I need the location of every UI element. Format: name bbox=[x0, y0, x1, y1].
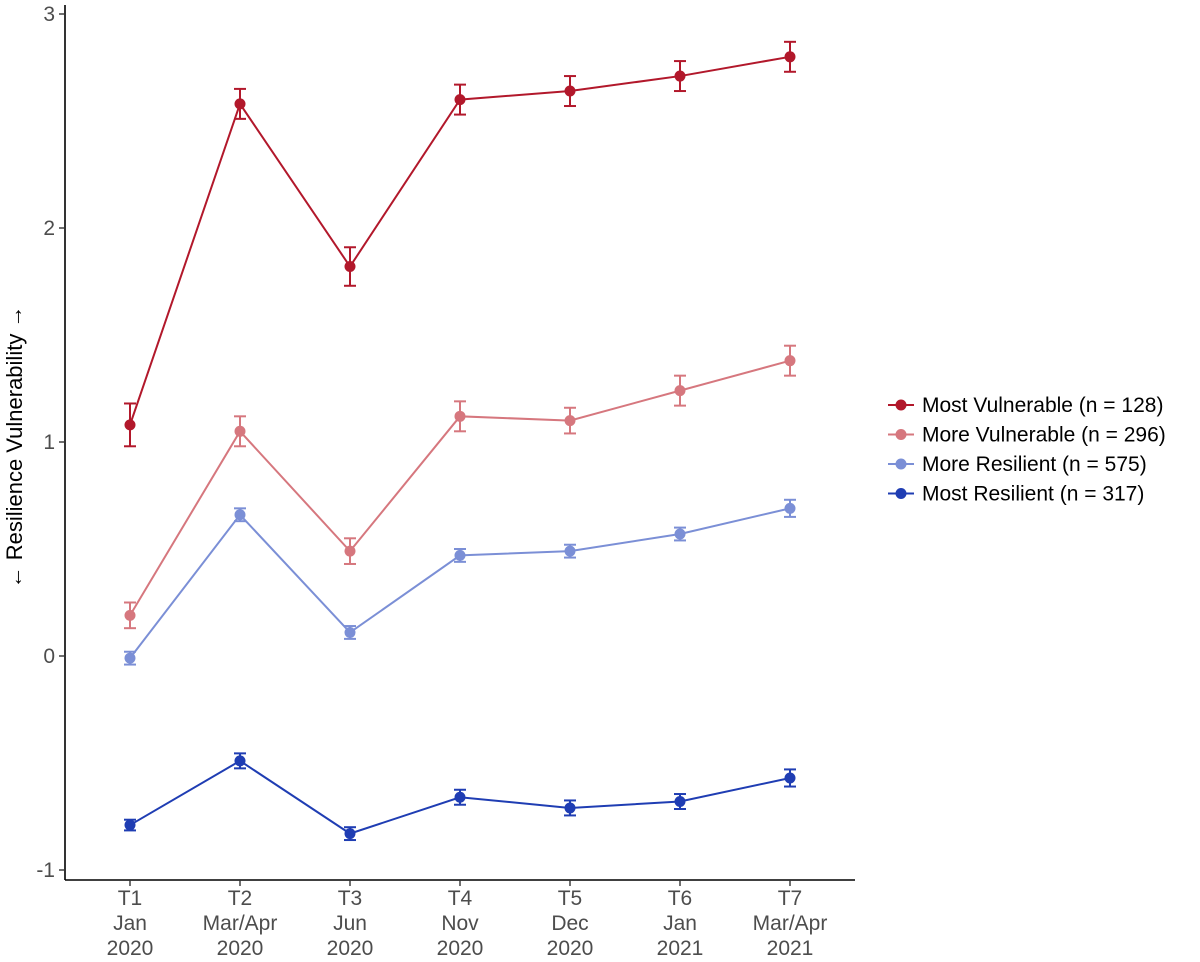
data-point bbox=[784, 51, 796, 63]
y-tick-label: 1 bbox=[43, 431, 55, 454]
x-tick-label-line: Nov bbox=[441, 912, 479, 935]
x-tick-label-line: 2020 bbox=[327, 937, 374, 960]
data-point bbox=[124, 419, 136, 431]
data-point bbox=[344, 545, 356, 557]
x-tick-label-line: Mar/Apr bbox=[203, 912, 278, 935]
series-group bbox=[124, 40, 796, 448]
data-point bbox=[454, 549, 466, 561]
x-tick-label-line: Dec bbox=[551, 912, 588, 935]
data-point bbox=[564, 415, 576, 427]
x-tick-label-line: 2020 bbox=[217, 937, 264, 960]
data-point bbox=[344, 626, 356, 638]
data-point bbox=[124, 819, 136, 831]
x-tick-label: T6 Jan 2021 bbox=[657, 887, 704, 960]
data-point bbox=[784, 502, 796, 514]
data-point bbox=[234, 425, 246, 437]
data-point bbox=[344, 828, 356, 840]
y-tick-label: 0 bbox=[43, 645, 55, 668]
x-tick-label: T7 Mar/Apr 2021 bbox=[753, 887, 828, 960]
data-point bbox=[564, 85, 576, 97]
x-tick-label-line: 2021 bbox=[657, 937, 704, 960]
series-group bbox=[124, 344, 796, 630]
x-tick-label-line: T4 bbox=[448, 887, 473, 910]
x-tick-label-line: T7 bbox=[778, 887, 803, 910]
x-tick-label: T5 Dec 2020 bbox=[547, 887, 594, 960]
data-point bbox=[784, 355, 796, 367]
legend-label: Most Vulnerable (n = 128) bbox=[922, 394, 1163, 417]
x-tick-label-line: 2020 bbox=[107, 937, 154, 960]
data-point bbox=[234, 755, 246, 767]
legend-item: Most Vulnerable (n = 128) bbox=[888, 394, 1163, 417]
x-tick-label-line: Jan bbox=[113, 912, 147, 935]
x-tick-label: T4 Nov 2020 bbox=[437, 887, 484, 960]
y-axis: -1 0 1 2 3 bbox=[36, 3, 66, 882]
legend-label: Most Resilient (n = 317) bbox=[922, 483, 1144, 506]
x-tick-label-line: T6 bbox=[668, 887, 693, 910]
legend-key-marker bbox=[895, 458, 907, 470]
x-tick-label-line: Jun bbox=[333, 912, 367, 935]
x-tick-label: T3 Jun 2020 bbox=[327, 887, 374, 960]
legend-item: Most Resilient (n = 317) bbox=[888, 483, 1144, 506]
x-tick-label-line: Mar/Apr bbox=[753, 912, 828, 935]
y-tick-label: 3 bbox=[43, 3, 55, 26]
legend-label: More Vulnerable (n = 296) bbox=[922, 424, 1166, 447]
data-point bbox=[454, 410, 466, 422]
data-point bbox=[564, 802, 576, 814]
x-tick-label-line: T5 bbox=[558, 887, 583, 910]
series-line bbox=[129, 359, 791, 616]
legend-key-marker bbox=[895, 429, 907, 440]
x-tick-label-line: T3 bbox=[338, 887, 363, 910]
data-point bbox=[674, 528, 686, 540]
x-tick-label-line: T1 bbox=[118, 887, 143, 910]
legend-item: More Resilient (n = 575) bbox=[888, 453, 1147, 476]
x-tick-label: T1 Jan 2020 bbox=[107, 887, 154, 960]
legend: Most Vulnerable (n = 128) More Vulnerable… bbox=[888, 394, 1166, 506]
series-group bbox=[124, 498, 796, 666]
data-point bbox=[124, 609, 136, 621]
data-point bbox=[454, 94, 466, 106]
data-point bbox=[234, 98, 246, 110]
x-tick-label-line: T2 bbox=[228, 887, 253, 910]
x-tick-label-line: 2021 bbox=[767, 937, 814, 960]
legend-key-marker bbox=[895, 488, 907, 499]
x-tick-label: T2 Mar/Apr 2020 bbox=[203, 887, 278, 960]
data-point bbox=[674, 70, 686, 82]
x-tick-label-line: Jan bbox=[663, 912, 697, 935]
data-point bbox=[674, 796, 686, 808]
data-point bbox=[124, 652, 136, 664]
data-point bbox=[564, 545, 576, 557]
legend-label: More Resilient (n = 575) bbox=[922, 453, 1147, 476]
y-tick-label: 2 bbox=[43, 217, 55, 240]
legend-item: More Vulnerable (n = 296) bbox=[888, 424, 1166, 447]
series-line bbox=[129, 507, 791, 659]
y-axis-title: ← Resilience Vulnerability → bbox=[2, 306, 27, 589]
y-tick-label: -1 bbox=[36, 859, 55, 882]
x-tick-label-line: 2020 bbox=[437, 937, 484, 960]
data-point bbox=[454, 791, 466, 803]
series-group bbox=[124, 752, 796, 842]
data-point bbox=[234, 509, 246, 521]
legend-key-marker bbox=[895, 399, 907, 411]
plot-area bbox=[124, 40, 796, 842]
x-tick-label-line: 2020 bbox=[547, 937, 594, 960]
data-point bbox=[344, 261, 356, 273]
data-point bbox=[784, 772, 796, 784]
data-point bbox=[674, 385, 686, 397]
